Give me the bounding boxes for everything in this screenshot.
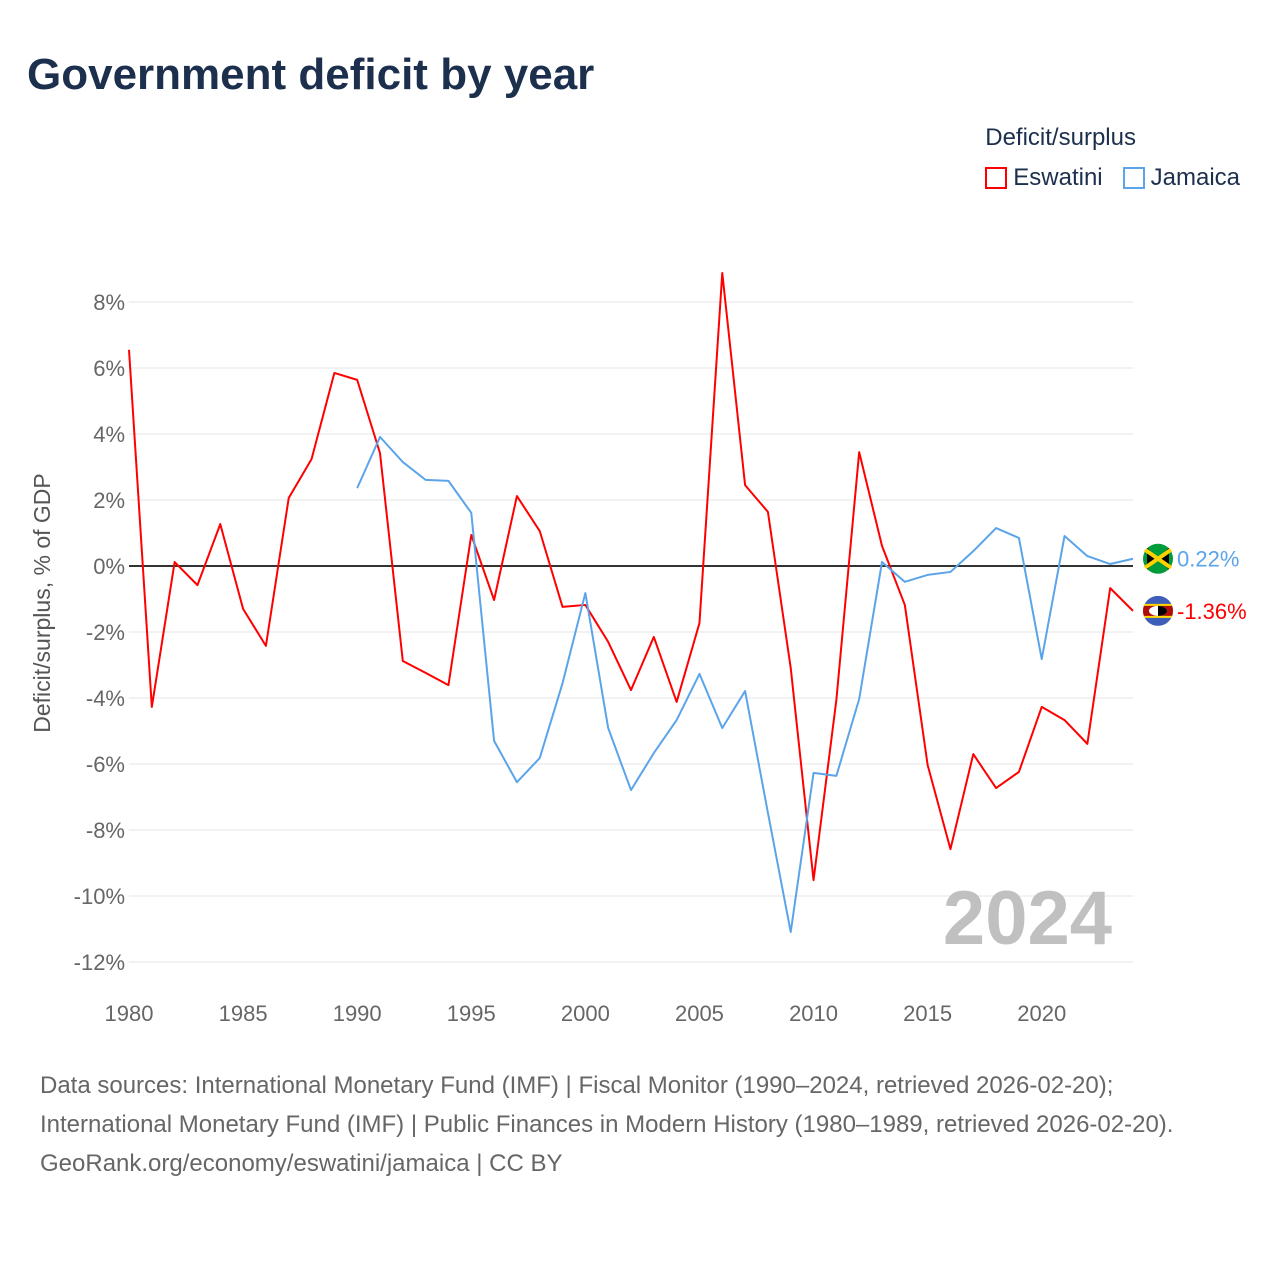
x-tick-label: 2015 [903,1001,952,1026]
flag-shield-half [1158,605,1167,616]
x-tick-label: 2020 [1017,1001,1066,1026]
flag-ring [1143,596,1173,626]
y-tick-label: 6% [93,356,125,381]
x-tick-label: 2005 [675,1001,724,1026]
y-tick-label: -4% [86,686,125,711]
y-axis-label: Deficit/surplus, % of GDP [29,473,55,732]
series-line-eswatini [128,271,1134,882]
y-tick-label: 4% [93,422,125,447]
legend-label: Jamaica [1150,164,1240,191]
chart-plot: -12% -10% -8% -6% -4% -2% 0% 2% 4% 6% 8% 1980 1985 19… [29,271,1247,1026]
y-tick-label: 8% [93,290,125,315]
end-label-eswatini: -1.36% [1177,599,1247,624]
y-tick-label: -12% [74,950,125,975]
flag-eswatini-icon [1143,595,1173,626]
flag-jamaica-icon [1143,543,1173,574]
year-watermark: 2024 [943,876,1112,961]
y-tick-label: -8% [86,818,125,843]
footer: Data sources: International Monetary Fun… [40,1066,1240,1183]
y-tick-label: -2% [86,620,125,645]
legend-label: Eswatini [1013,164,1103,191]
x-tick-label: 1995 [447,1001,496,1026]
x-tick-label: 1985 [219,1001,268,1026]
y-tick-label: 2% [93,488,125,513]
legend-title: Deficit/surplus [985,124,1136,151]
legend-item-eswatini[interactable]: Eswatini [985,164,1103,192]
y-tick-label: -6% [86,752,125,777]
credit-link[interactable]: GeoRank.org/economy/eswatini/jamaica | C… [40,1150,563,1177]
x-tick-label: 2000 [561,1001,610,1026]
y-tick-label: 0% [93,554,125,579]
flag-body [1143,595,1173,626]
series-line-jamaica [356,435,1134,933]
data-sources: Data sources: International Monetary Fun… [40,1072,1174,1138]
legend-swatch-jamaica [1122,167,1145,189]
flag-cross [1143,548,1173,570]
x-tick-label: 1980 [105,1001,154,1026]
end-label-jamaica: 0.22% [1177,547,1239,572]
legend: Deficit/surplus Eswatini Jamaica [985,124,1240,192]
chart-title: Government deficit by year [27,50,595,99]
y-tick-label: -10% [74,884,125,909]
x-tick-label: 1990 [333,1001,382,1026]
x-tick-label: 2010 [789,1001,838,1026]
legend-swatch-eswatini [985,167,1008,189]
legend-item-jamaica[interactable]: Jamaica [1122,164,1240,192]
